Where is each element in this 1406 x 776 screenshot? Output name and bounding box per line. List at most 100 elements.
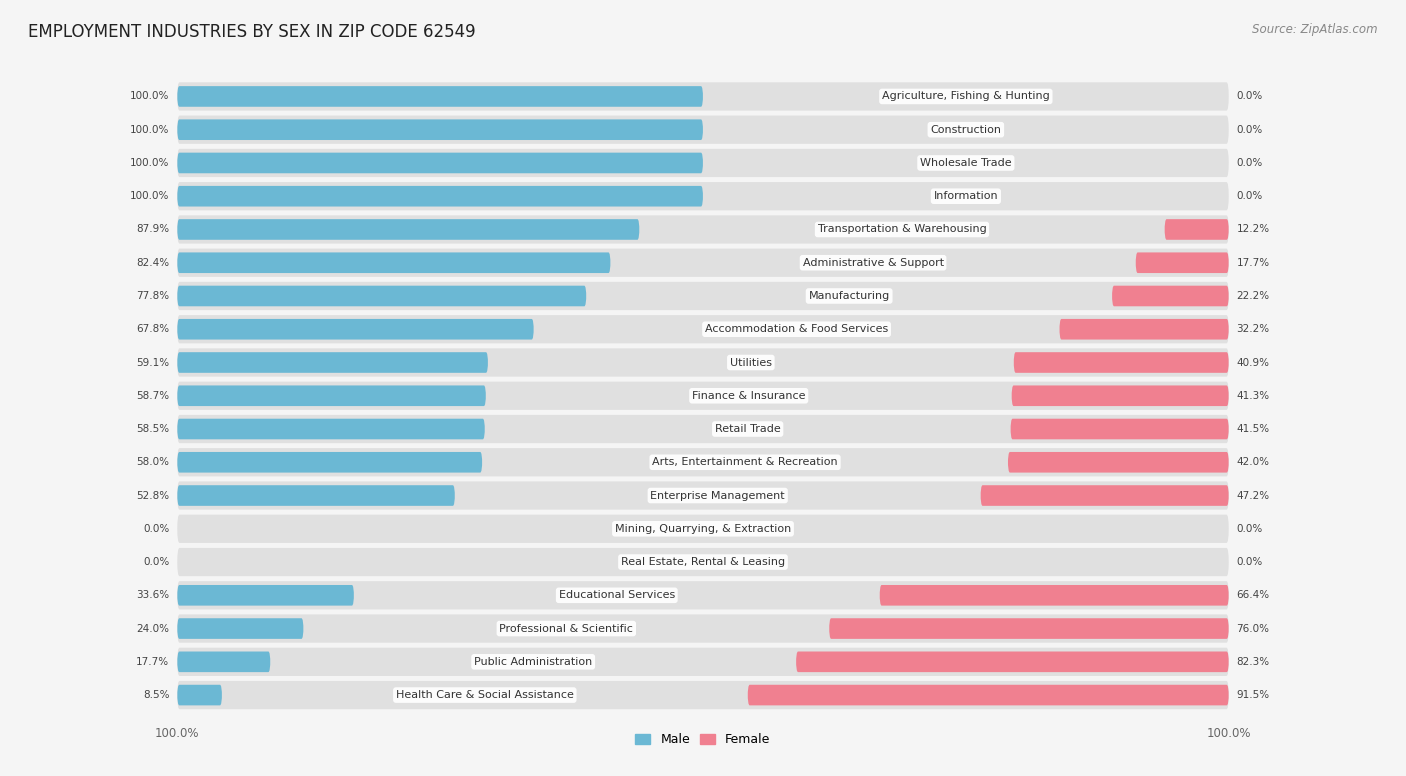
FancyBboxPatch shape — [1014, 352, 1229, 372]
Text: 0.0%: 0.0% — [1237, 524, 1263, 534]
Text: 0.0%: 0.0% — [1237, 191, 1263, 201]
FancyBboxPatch shape — [1164, 219, 1229, 240]
FancyBboxPatch shape — [177, 248, 1229, 277]
FancyBboxPatch shape — [177, 216, 1229, 244]
Text: 76.0%: 76.0% — [1237, 624, 1270, 633]
Text: 17.7%: 17.7% — [136, 656, 169, 667]
Text: 52.8%: 52.8% — [136, 490, 169, 501]
Text: Public Administration: Public Administration — [474, 656, 592, 667]
Text: 66.4%: 66.4% — [1237, 591, 1270, 601]
FancyBboxPatch shape — [177, 82, 1229, 111]
FancyBboxPatch shape — [1008, 452, 1229, 473]
Text: 0.0%: 0.0% — [1237, 125, 1263, 135]
Text: Agriculture, Fishing & Hunting: Agriculture, Fishing & Hunting — [882, 92, 1050, 102]
FancyBboxPatch shape — [796, 652, 1229, 672]
Text: 22.2%: 22.2% — [1237, 291, 1270, 301]
FancyBboxPatch shape — [177, 382, 1229, 410]
Text: Accommodation & Food Services: Accommodation & Food Services — [704, 324, 889, 334]
FancyBboxPatch shape — [1011, 419, 1229, 439]
FancyBboxPatch shape — [177, 315, 1229, 344]
FancyBboxPatch shape — [177, 352, 488, 372]
Text: 0.0%: 0.0% — [1237, 158, 1263, 168]
FancyBboxPatch shape — [1112, 286, 1229, 307]
Text: Transportation & Warehousing: Transportation & Warehousing — [818, 224, 987, 234]
FancyBboxPatch shape — [177, 348, 1229, 376]
FancyBboxPatch shape — [177, 182, 1229, 210]
FancyBboxPatch shape — [177, 153, 703, 173]
Text: 58.5%: 58.5% — [136, 424, 169, 434]
Text: 32.2%: 32.2% — [1237, 324, 1270, 334]
Text: 58.7%: 58.7% — [136, 391, 169, 400]
FancyBboxPatch shape — [177, 618, 304, 639]
Text: Educational Services: Educational Services — [558, 591, 675, 601]
Text: 41.5%: 41.5% — [1237, 424, 1270, 434]
FancyBboxPatch shape — [177, 419, 485, 439]
FancyBboxPatch shape — [177, 585, 354, 605]
Text: 12.2%: 12.2% — [1237, 224, 1270, 234]
FancyBboxPatch shape — [177, 120, 703, 140]
Text: Information: Information — [934, 191, 998, 201]
Text: 77.8%: 77.8% — [136, 291, 169, 301]
FancyBboxPatch shape — [177, 681, 1229, 709]
FancyBboxPatch shape — [177, 149, 1229, 177]
Text: 8.5%: 8.5% — [143, 690, 169, 700]
Text: 67.8%: 67.8% — [136, 324, 169, 334]
FancyBboxPatch shape — [1136, 252, 1229, 273]
Text: Utilities: Utilities — [730, 358, 772, 368]
FancyBboxPatch shape — [880, 585, 1229, 605]
Text: 59.1%: 59.1% — [136, 358, 169, 368]
Text: 42.0%: 42.0% — [1237, 457, 1270, 467]
FancyBboxPatch shape — [177, 514, 1229, 543]
Text: 100.0%: 100.0% — [129, 158, 169, 168]
Text: Professional & Scientific: Professional & Scientific — [499, 624, 633, 633]
FancyBboxPatch shape — [177, 86, 703, 107]
FancyBboxPatch shape — [177, 548, 1229, 577]
Text: EMPLOYMENT INDUSTRIES BY SEX IN ZIP CODE 62549: EMPLOYMENT INDUSTRIES BY SEX IN ZIP CODE… — [28, 23, 475, 41]
Text: Construction: Construction — [931, 125, 1001, 135]
FancyBboxPatch shape — [177, 648, 1229, 676]
Text: Arts, Entertainment & Recreation: Arts, Entertainment & Recreation — [652, 457, 838, 467]
FancyBboxPatch shape — [177, 415, 1229, 443]
Text: Manufacturing: Manufacturing — [808, 291, 890, 301]
Text: 100.0%: 100.0% — [129, 125, 169, 135]
FancyBboxPatch shape — [177, 319, 534, 340]
FancyBboxPatch shape — [177, 286, 586, 307]
Text: 47.2%: 47.2% — [1237, 490, 1270, 501]
FancyBboxPatch shape — [177, 615, 1229, 643]
FancyBboxPatch shape — [177, 684, 222, 705]
FancyBboxPatch shape — [177, 282, 1229, 310]
FancyBboxPatch shape — [177, 652, 270, 672]
FancyBboxPatch shape — [177, 252, 610, 273]
FancyBboxPatch shape — [748, 684, 1229, 705]
Text: Wholesale Trade: Wholesale Trade — [920, 158, 1012, 168]
FancyBboxPatch shape — [177, 186, 703, 206]
FancyBboxPatch shape — [980, 485, 1229, 506]
FancyBboxPatch shape — [830, 618, 1229, 639]
Text: 100.0%: 100.0% — [129, 191, 169, 201]
Text: Real Estate, Rental & Leasing: Real Estate, Rental & Leasing — [621, 557, 785, 567]
FancyBboxPatch shape — [177, 116, 1229, 144]
Legend: Male, Female: Male, Female — [630, 729, 776, 751]
FancyBboxPatch shape — [177, 219, 640, 240]
Text: 0.0%: 0.0% — [143, 557, 169, 567]
Text: Mining, Quarrying, & Extraction: Mining, Quarrying, & Extraction — [614, 524, 792, 534]
Text: 24.0%: 24.0% — [136, 624, 169, 633]
Text: 0.0%: 0.0% — [143, 524, 169, 534]
Text: 82.4%: 82.4% — [136, 258, 169, 268]
Text: Health Care & Social Assistance: Health Care & Social Assistance — [396, 690, 574, 700]
Text: Enterprise Management: Enterprise Management — [651, 490, 785, 501]
Text: 87.9%: 87.9% — [136, 224, 169, 234]
Text: 17.7%: 17.7% — [1237, 258, 1270, 268]
Text: 100.0%: 100.0% — [129, 92, 169, 102]
FancyBboxPatch shape — [177, 449, 1229, 476]
Text: 58.0%: 58.0% — [136, 457, 169, 467]
FancyBboxPatch shape — [177, 452, 482, 473]
FancyBboxPatch shape — [1011, 386, 1229, 406]
Text: 33.6%: 33.6% — [136, 591, 169, 601]
Text: 0.0%: 0.0% — [1237, 92, 1263, 102]
Text: Source: ZipAtlas.com: Source: ZipAtlas.com — [1253, 23, 1378, 36]
Text: 91.5%: 91.5% — [1237, 690, 1270, 700]
Text: 82.3%: 82.3% — [1237, 656, 1270, 667]
Text: 41.3%: 41.3% — [1237, 391, 1270, 400]
FancyBboxPatch shape — [177, 581, 1229, 609]
